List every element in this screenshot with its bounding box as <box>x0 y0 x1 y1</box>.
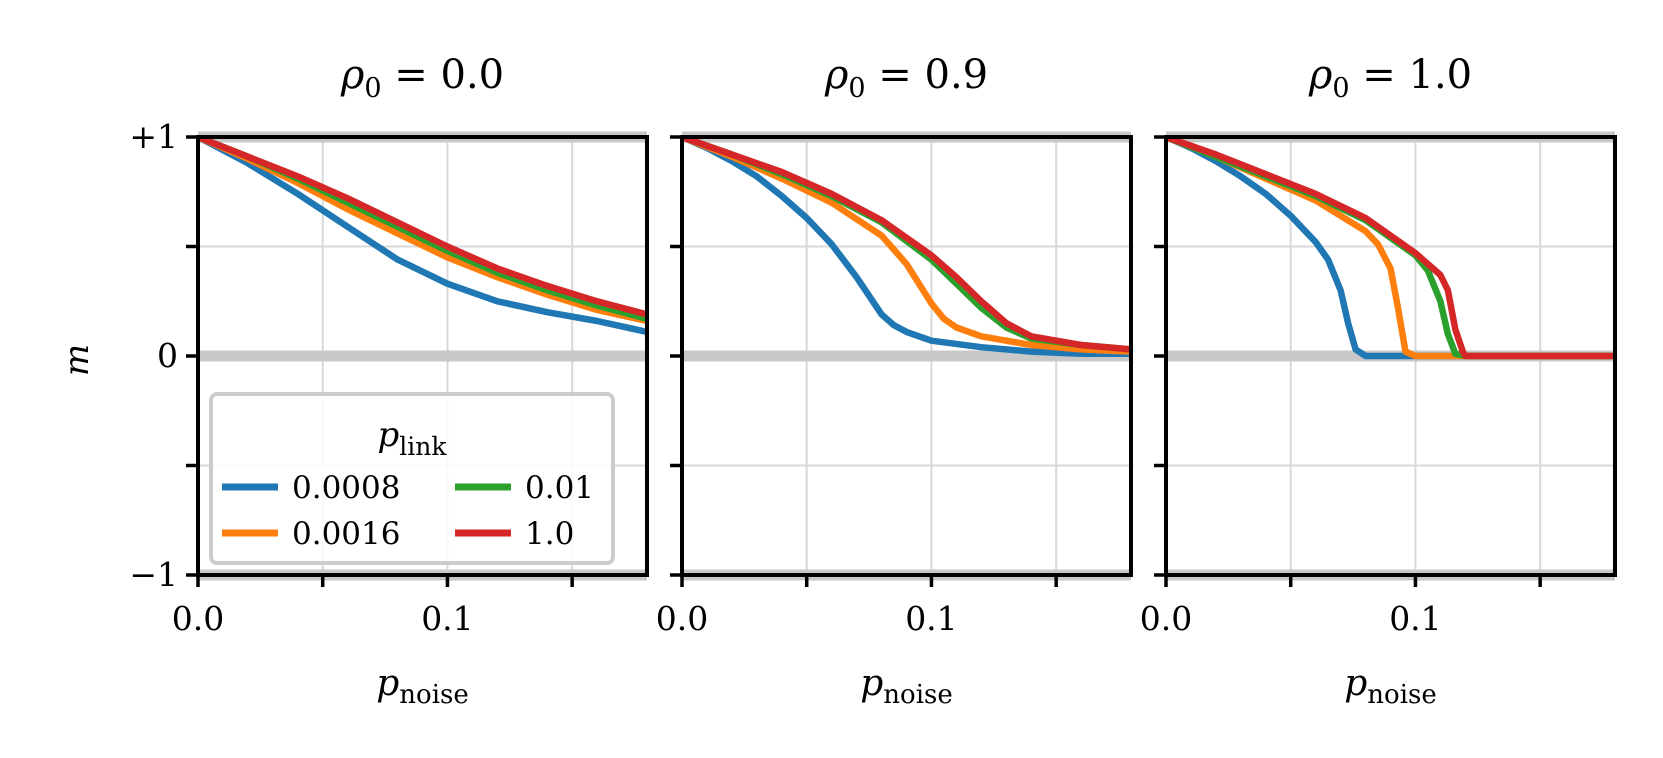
series-line-1.0 <box>198 137 647 318</box>
y-tick-label: +1 <box>129 117 178 156</box>
x-tick-label: 0.1 <box>1389 599 1441 638</box>
legend-label-0.0016: 0.0016 <box>292 516 400 552</box>
x-tick-label: 0.0 <box>172 599 224 638</box>
x-tick-label: 0.0 <box>1140 599 1192 638</box>
panel-title: ρ0 = 1.0 <box>1308 52 1472 104</box>
series-line-1.0 <box>1166 137 1615 360</box>
y-tick-label: 0 <box>157 336 178 375</box>
panel-title: ρ0 = 0.9 <box>824 52 988 104</box>
series-line-0.0016 <box>682 137 1131 355</box>
x-axis-label: pnoise <box>1344 663 1437 710</box>
series-line-0.0008 <box>198 137 647 336</box>
legend-title: plink <box>377 415 447 461</box>
x-tick-label: 0.1 <box>905 599 957 638</box>
legend-label-0.01: 0.01 <box>525 470 594 506</box>
series-group <box>198 137 647 336</box>
x-axis-label: pnoise <box>376 663 469 710</box>
legend-label-1.0: 1.0 <box>525 516 574 552</box>
series-line-0.0008 <box>682 137 1131 358</box>
y-axis-label: m <box>57 344 97 376</box>
legend: plink 0.0008 0.0016 0.01 1.0 <box>209 392 615 565</box>
y-tick-label: −1 <box>129 555 178 594</box>
x-tick-label: 0.1 <box>421 599 473 638</box>
series-group <box>1166 137 1615 360</box>
series-line-1.0 <box>682 137 1131 353</box>
panel-rho-0.9: 0.0 0.1 ρ0 = 0.9 pnoise <box>656 52 1133 710</box>
panel-rho-0.0: 0.0 0.1 +1 0 −1 ρ0 = 0.0 pnoise <box>129 52 649 710</box>
legend-label-0.0008: 0.0008 <box>292 470 400 506</box>
x-tick-label: 0.0 <box>656 599 708 638</box>
series-group <box>682 137 1131 358</box>
panel-rho-1.0: 0.0 0.1 ρ0 = 1.0 pnoise <box>1140 52 1617 710</box>
x-axis-label: pnoise <box>860 663 953 710</box>
panel-title: ρ0 = 0.0 <box>340 52 504 104</box>
legend-frame <box>209 392 615 565</box>
